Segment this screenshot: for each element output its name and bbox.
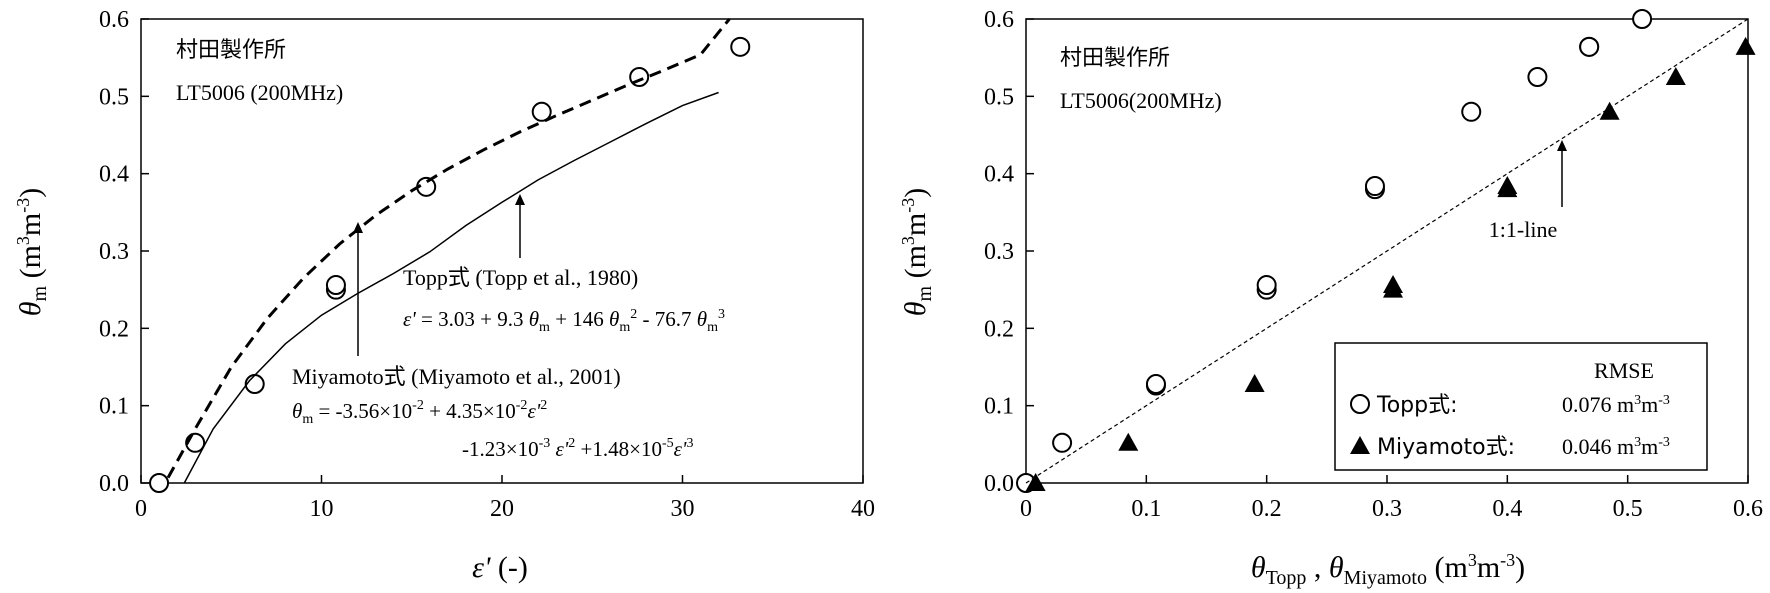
left-x-axis-title: ε' (-) (472, 551, 528, 584)
left-y-tick-label: 0.2 (99, 316, 129, 342)
rmse-miyamoto-name: Miyamoto式: (1377, 435, 1515, 460)
rmse-topp-name: Topp式: (1376, 393, 1458, 418)
right-x-tick-label: 0.4 (1492, 496, 1522, 522)
right-x-tick-label: 0.6 (1733, 496, 1763, 522)
left-marks (149, 18, 751, 493)
right-marks (1016, 9, 1756, 493)
rmse-legend: RMSE Topp式: 0.076 m3m-3 Miyamoto式: 0.046… (1334, 342, 1708, 471)
right-y-tick-label: 0.6 (984, 7, 1014, 33)
miyamoto-formula-line2: -1.23×10-3 ε'2 +1.48×10-5ε'3 (462, 436, 693, 461)
left-circle-point (730, 36, 751, 57)
topp-formula-label: Topp式 (Topp et al., 1980) (403, 265, 638, 290)
left-circle-point (531, 101, 552, 122)
left-model-label: LT5006 (200MHz) (176, 80, 343, 105)
legend-filled-triangle-marker (1350, 436, 1370, 454)
right-chart: 0 0.1 0.2 0.3 0.4 0.5 0.6 0.0 0.1 0.2 0.3 0.4 0.5 0.6… (898, 7, 1763, 589)
right-triangle-point (1025, 473, 1046, 491)
right-triangle-point (1665, 67, 1686, 85)
left-y-tick-label: 0.4 (99, 162, 129, 188)
rmse-miyamoto-value: 0.046 m3m-3 (1562, 434, 1670, 459)
rmse-legend-frame (1334, 342, 1708, 471)
right-x-tick-label: 0.2 (1252, 496, 1282, 522)
right-x-tick-label: 0 (1020, 496, 1032, 522)
rmse-title: RMSE (1594, 358, 1654, 383)
left-solid-line-series (183, 91, 719, 484)
left-x-tick-label: 10 (310, 496, 334, 522)
legend-open-circle-marker (1350, 394, 1370, 414)
left-circle-point (149, 473, 170, 493)
right-circle-point (1527, 67, 1548, 87)
right-dotted-line-series (1025, 18, 1749, 484)
miyamoto-arrow-head (353, 222, 363, 233)
right-x-tick-label: 0.5 (1613, 496, 1643, 522)
left-maker-label: 村田製作所 (176, 38, 286, 63)
left-x-tick-label: 30 (671, 496, 695, 522)
left-ticks: 0 10 20 30 40 0.0 0.1 0.2 0.3 0.4 0.5 0.6 (99, 7, 875, 522)
left-circle-point (325, 275, 346, 296)
miyamoto-formula-label: Miyamoto式 (Miyamoto et al., 2001) (292, 364, 621, 389)
right-triangle-point (1735, 36, 1756, 55)
right-x-tick-label: 0.3 (1372, 496, 1402, 522)
left-dashed-line-series (166, 18, 731, 479)
left-y-tick-label: 0.1 (99, 394, 129, 420)
left-y-tick-label: 0.3 (99, 239, 129, 265)
miyamoto-formula-line1: θm = -3.56×10-2 + 4.35×10-2ε'2 (292, 398, 547, 427)
topp-formula-equation: ε' = 3.03 + 9.3 θm + 146 θm2 - 76.7 θm3 (403, 307, 725, 335)
right-circle-point (1364, 176, 1385, 197)
one-to-one-line-label: 1:1-line (1489, 217, 1557, 242)
right-ticks: 0 0.1 0.2 0.3 0.4 0.5 0.6 0.0 0.1 0.2 0.3 0.4 0.5 0.6 (984, 7, 1763, 522)
right-triangle-point (1599, 101, 1620, 120)
left-x-tick-label: 40 (851, 496, 875, 522)
right-circle-point (1579, 36, 1600, 57)
left-x-tick-label: 20 (490, 496, 514, 522)
rmse-topp-value: 0.076 m3m-3 (1562, 392, 1670, 417)
right-triangle-point (1497, 176, 1518, 195)
left-y-tick-label: 0.6 (99, 7, 129, 33)
right-triangle-point (1118, 432, 1139, 451)
left-circle-point (244, 374, 265, 395)
topp-arrow-head (515, 194, 525, 205)
right-circle-point (1256, 275, 1277, 296)
right-model-label: LT5006(200MHz) (1060, 88, 1222, 113)
right-circle-point (1632, 9, 1653, 29)
right-triangle-point (1244, 374, 1265, 393)
left-chart: 0 10 20 30 40 0.0 0.1 0.2 0.3 0.4 0.5 0.6 θm (m3m-3… (13, 7, 875, 584)
left-y-tick-label: 0.0 (99, 471, 129, 497)
right-x-tick-label: 0.1 (1131, 496, 1161, 522)
left-y-axis-title: θm (m3m-3) (13, 188, 51, 316)
right-y-tick-label: 0.0 (984, 471, 1014, 497)
right-y-axis-title: θm (m3m-3) (898, 188, 936, 316)
right-circle-point (1145, 374, 1166, 395)
right-y-tick-label: 0.1 (984, 394, 1014, 420)
right-circle-point (1052, 432, 1073, 453)
right-y-tick-label: 0.5 (984, 84, 1014, 110)
right-circle-point (1461, 101, 1482, 122)
left-y-tick-label: 0.5 (99, 84, 129, 110)
one-to-one-arrow-head (1557, 140, 1567, 151)
right-maker-label: 村田製作所 (1060, 46, 1170, 71)
right-y-tick-label: 0.3 (984, 239, 1014, 265)
right-y-tick-label: 0.2 (984, 316, 1014, 342)
left-x-tick-label: 0 (135, 496, 147, 522)
right-triangle-point (1383, 275, 1404, 294)
right-x-axis-title: θTopp , θMiyamoto (m3m-3) (1251, 550, 1525, 589)
right-y-tick-label: 0.4 (984, 162, 1014, 188)
